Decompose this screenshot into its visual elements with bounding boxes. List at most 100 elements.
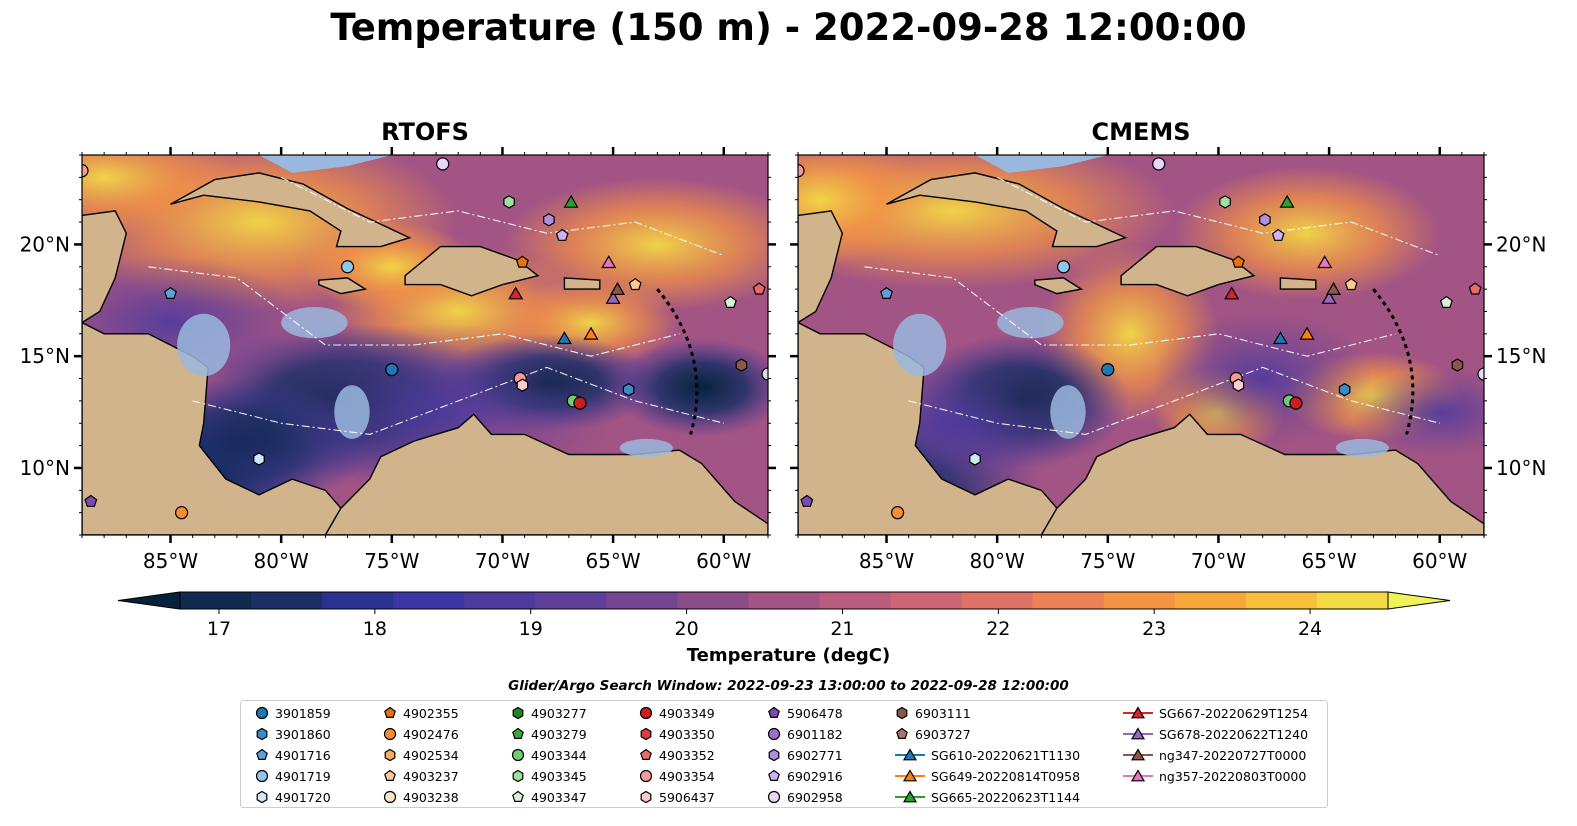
legend-label: 5906437: [659, 789, 715, 805]
legend-symbol: [902, 790, 918, 803]
legend-item: 4903354: [639, 766, 715, 786]
y-tick-label: 10°N: [20, 456, 70, 480]
legend-symbol: [640, 790, 652, 804]
obs-marker-3901859: [385, 362, 399, 377]
colorbar-segment: [393, 592, 465, 609]
obs-marker-5906478: [800, 494, 814, 507]
legend-symbol: [383, 790, 397, 804]
legend-label: SG678-20220622T1240: [1159, 726, 1309, 742]
land-polygon: [1120, 245, 1256, 297]
legend-item: SG665-20220623T1144: [895, 787, 1080, 807]
legend-symbol: [512, 706, 524, 720]
legend-label: 4901720: [275, 789, 331, 805]
land-polygon: [404, 245, 540, 297]
legend-label: SG667-20220629T1254: [1159, 705, 1309, 721]
map-frame: [797, 154, 1485, 536]
legend-label: SG665-20220623T1144: [931, 789, 1081, 805]
legend-label: 4902534: [403, 747, 459, 763]
obs-marker-5906437: [1232, 378, 1245, 392]
legend-marker-icon: [256, 727, 268, 741]
legend-item: 6902771: [767, 745, 843, 765]
legend-symbol: [896, 706, 908, 720]
legend-label: 6902958: [787, 789, 843, 805]
colorbar-segment: [1174, 592, 1247, 609]
x-tick-label: 65°W: [585, 549, 640, 573]
legend-symbol: [256, 790, 268, 804]
legend-symbol: [511, 748, 525, 762]
legend-symbol: [255, 706, 269, 720]
colorbar-segment: [322, 592, 394, 609]
legend-item: 4901719: [255, 766, 331, 786]
obs-marker-SG667-20220629T1254: [508, 286, 524, 300]
legend-item: 4903345: [511, 766, 587, 786]
obs-marker-4903354: [798, 164, 805, 178]
colorbar-tick-label: 22: [986, 618, 1010, 640]
y-tick-label: 20°N: [20, 232, 70, 256]
legend-marker-icon: [640, 790, 652, 804]
obs-marker-SG665-20220623T1144: [1279, 194, 1295, 208]
colorbar-tick-label: 20: [674, 618, 698, 640]
obs-marker-6902771: [1259, 213, 1271, 227]
obs-marker-6902916: [555, 228, 569, 241]
obs-marker-ng347-20220727T0000: [609, 281, 626, 295]
y-tick-label: 20°N: [1496, 232, 1546, 256]
legend-marker-icon: [895, 769, 925, 782]
legend-item: 5906437: [639, 787, 715, 807]
legend-marker-icon: [895, 748, 925, 761]
legend-marker-icon: [255, 769, 269, 783]
legend-marker-icon: [512, 727, 524, 739]
obs-marker-4903352: [752, 282, 766, 295]
legend-label: 6903111: [915, 705, 971, 721]
legend-item: 4903238: [383, 787, 459, 807]
legend-label: ng357-20220803T0000: [1159, 768, 1307, 784]
y-tick-label: 15°N: [20, 344, 70, 368]
legend-marker-icon: [383, 727, 397, 741]
x-tick-label: 60°W: [1412, 549, 1467, 573]
colorbar-segment: [1032, 592, 1105, 609]
obs-marker-4903237: [1344, 277, 1358, 291]
obs-marker-4901716: [164, 286, 177, 299]
legend-symbol: [902, 769, 918, 782]
legend-symbol: [640, 727, 652, 741]
colorbar-tick-label: 19: [519, 618, 543, 640]
land-polygon: [324, 413, 768, 535]
obs-marker-ng347-20220727T0000: [1325, 281, 1342, 295]
legend-symbol: [640, 748, 652, 760]
legend-item: 5906478: [767, 703, 843, 723]
colorbar-segment: [1245, 592, 1318, 609]
colorbar-segment: [180, 592, 252, 609]
obs-marker-4901720: [969, 452, 981, 466]
legend-label: 4903237: [403, 768, 459, 784]
legend-marker-icon: [895, 790, 925, 803]
legend-label: 4903349: [659, 705, 715, 721]
legend-label: 4903344: [531, 747, 587, 763]
legend-marker-icon: [640, 748, 652, 760]
x-tick-label: 70°W: [475, 549, 530, 573]
obs-marker-4902476: [890, 506, 905, 520]
legend-symbol: [384, 706, 396, 718]
legend-label: 4903347: [531, 789, 587, 805]
legend-symbol: [767, 790, 781, 804]
legend-item: 4903349: [639, 703, 715, 723]
colorbar-segment: [890, 592, 963, 609]
map-frame: [81, 154, 769, 536]
legend-item: 4903279: [511, 724, 587, 744]
obs-marker-SG610-20220621T1130: [1272, 331, 1288, 345]
obs-marker-SG610-20220621T1130: [556, 331, 572, 345]
rtofs-map-panel: 85°W 80°W 75°W 70°W 65°W 60°W 20°N 15°N 10°N: [20, 147, 776, 573]
obs-marker-4902476: [174, 506, 189, 520]
land-polygon: [1279, 277, 1317, 290]
land-polygon: [886, 172, 1128, 248]
legend-label: 4903238: [403, 789, 459, 805]
legend-item: 4903347: [511, 787, 587, 807]
legend-label: ng347-20220727T0000: [1159, 747, 1307, 763]
obs-marker-4903349: [573, 396, 587, 410]
legend-label: SG610-20220621T1130: [931, 747, 1081, 763]
obs-marker-ng357-20220803T0000: [601, 255, 617, 269]
obs-marker-4903345: [1219, 195, 1231, 209]
legend-item: SG678-20220622T1240: [1123, 724, 1308, 744]
obs-marker-4903349: [1289, 396, 1303, 410]
x-tick-label: 75°W: [364, 549, 419, 573]
x-tick-label: 80°W: [970, 549, 1025, 573]
x-tick-label: 70°W: [1191, 549, 1246, 573]
